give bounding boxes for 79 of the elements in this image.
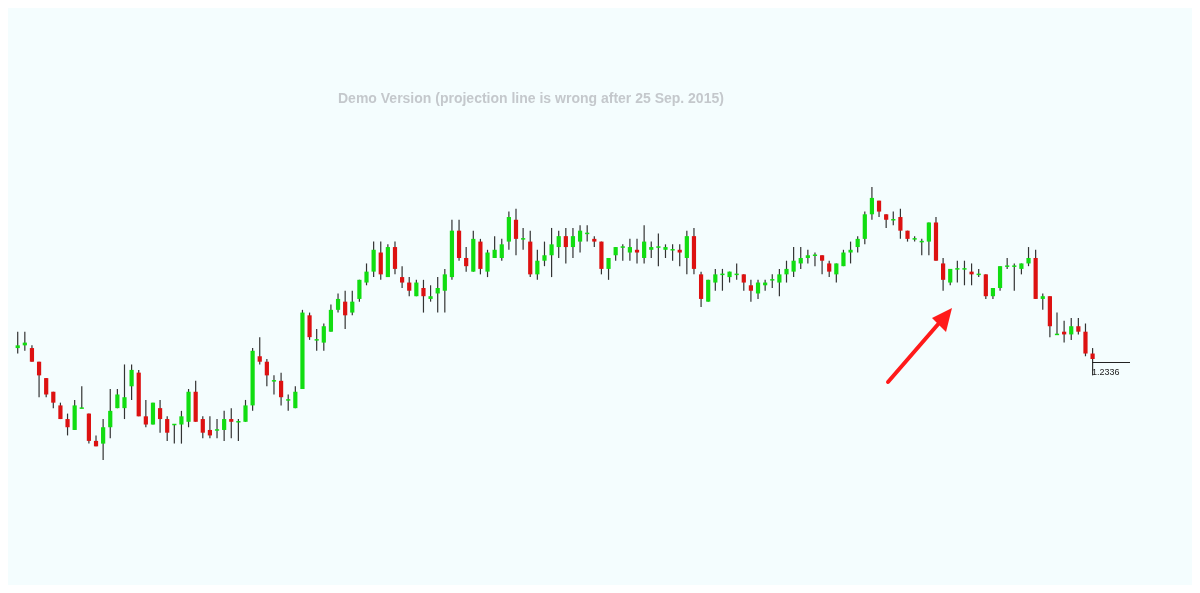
candlestick: [485, 249, 490, 278]
candlestick: [642, 224, 647, 265]
candlestick: [549, 227, 554, 278]
candlestick: [521, 227, 526, 251]
candlestick: [805, 249, 810, 265]
candlestick: [236, 418, 241, 442]
candlestick: [335, 292, 341, 314]
candlestick: [378, 241, 383, 281]
candlestick: [898, 208, 903, 240]
candlestick: [1012, 262, 1017, 292]
candlestick: [143, 399, 148, 428]
candlestick: [101, 418, 106, 460]
candlestick: [791, 246, 796, 278]
candlestick: [307, 311, 312, 341]
candlestick: [535, 249, 540, 281]
candlestick: [15, 331, 20, 355]
candlestick: [819, 254, 825, 275]
candlestick: [79, 385, 84, 409]
candlestick: [179, 410, 184, 445]
candlestick: [350, 290, 355, 316]
candlestick: [122, 363, 127, 420]
candlestick: [364, 262, 369, 286]
candlestick: [321, 322, 326, 352]
candlestick: [165, 415, 170, 442]
candlestick: [577, 224, 583, 254]
candlestick: [343, 290, 348, 330]
candlestick: [44, 377, 49, 398]
candlestick: [1083, 322, 1088, 357]
candlestick: [542, 241, 547, 267]
candlestick: [570, 227, 576, 259]
candlestick: [1026, 246, 1031, 267]
candlestick: [214, 418, 220, 439]
candlestick: [513, 208, 519, 256]
candlestick: [464, 246, 469, 273]
candlestick: [264, 358, 269, 387]
candlestick: [421, 279, 426, 314]
candlestick: [271, 374, 277, 396]
candlestick: [784, 260, 789, 284]
candlestick: [713, 268, 718, 292]
candlestick: [36, 361, 42, 398]
candlestick: [926, 221, 931, 256]
candlestick: [314, 328, 319, 352]
candlestick: [848, 241, 853, 265]
candlestick: [941, 257, 946, 292]
candlestick: [200, 415, 205, 439]
candlestick: [129, 363, 134, 401]
candlestick: [634, 238, 640, 265]
candlestick: [684, 230, 689, 275]
candlestick: [442, 268, 447, 314]
candlestick: [869, 187, 875, 221]
candlestick: [777, 268, 782, 297]
candlestick: [371, 241, 376, 278]
candlestick: [969, 262, 974, 286]
candlestick: [108, 388, 113, 439]
candlestick: [243, 399, 248, 423]
candlestick: [834, 262, 839, 284]
candlestick: [407, 276, 412, 297]
candlestick: [627, 238, 632, 262]
candlestick: [392, 241, 398, 275]
candlestick: [677, 243, 682, 267]
candlestick: [222, 410, 227, 442]
candlestick: [563, 227, 568, 265]
candlestick: [328, 303, 334, 333]
candlestick: [499, 238, 504, 262]
candlestick: [65, 412, 70, 437]
candlestick: [1069, 317, 1074, 341]
candlestick: [278, 372, 284, 406]
candlestick: [962, 260, 967, 286]
candlestick: [400, 265, 405, 289]
candlestick: [748, 279, 754, 303]
candlestick: [955, 260, 960, 284]
candlestick: [229, 407, 234, 439]
candlestick: [257, 336, 262, 366]
candlestick: [983, 273, 988, 300]
candlestick: [997, 265, 1003, 292]
candlestick: [492, 235, 497, 259]
candlestick: [556, 230, 561, 259]
candlestick: [656, 232, 661, 267]
candlestick: [157, 399, 163, 434]
